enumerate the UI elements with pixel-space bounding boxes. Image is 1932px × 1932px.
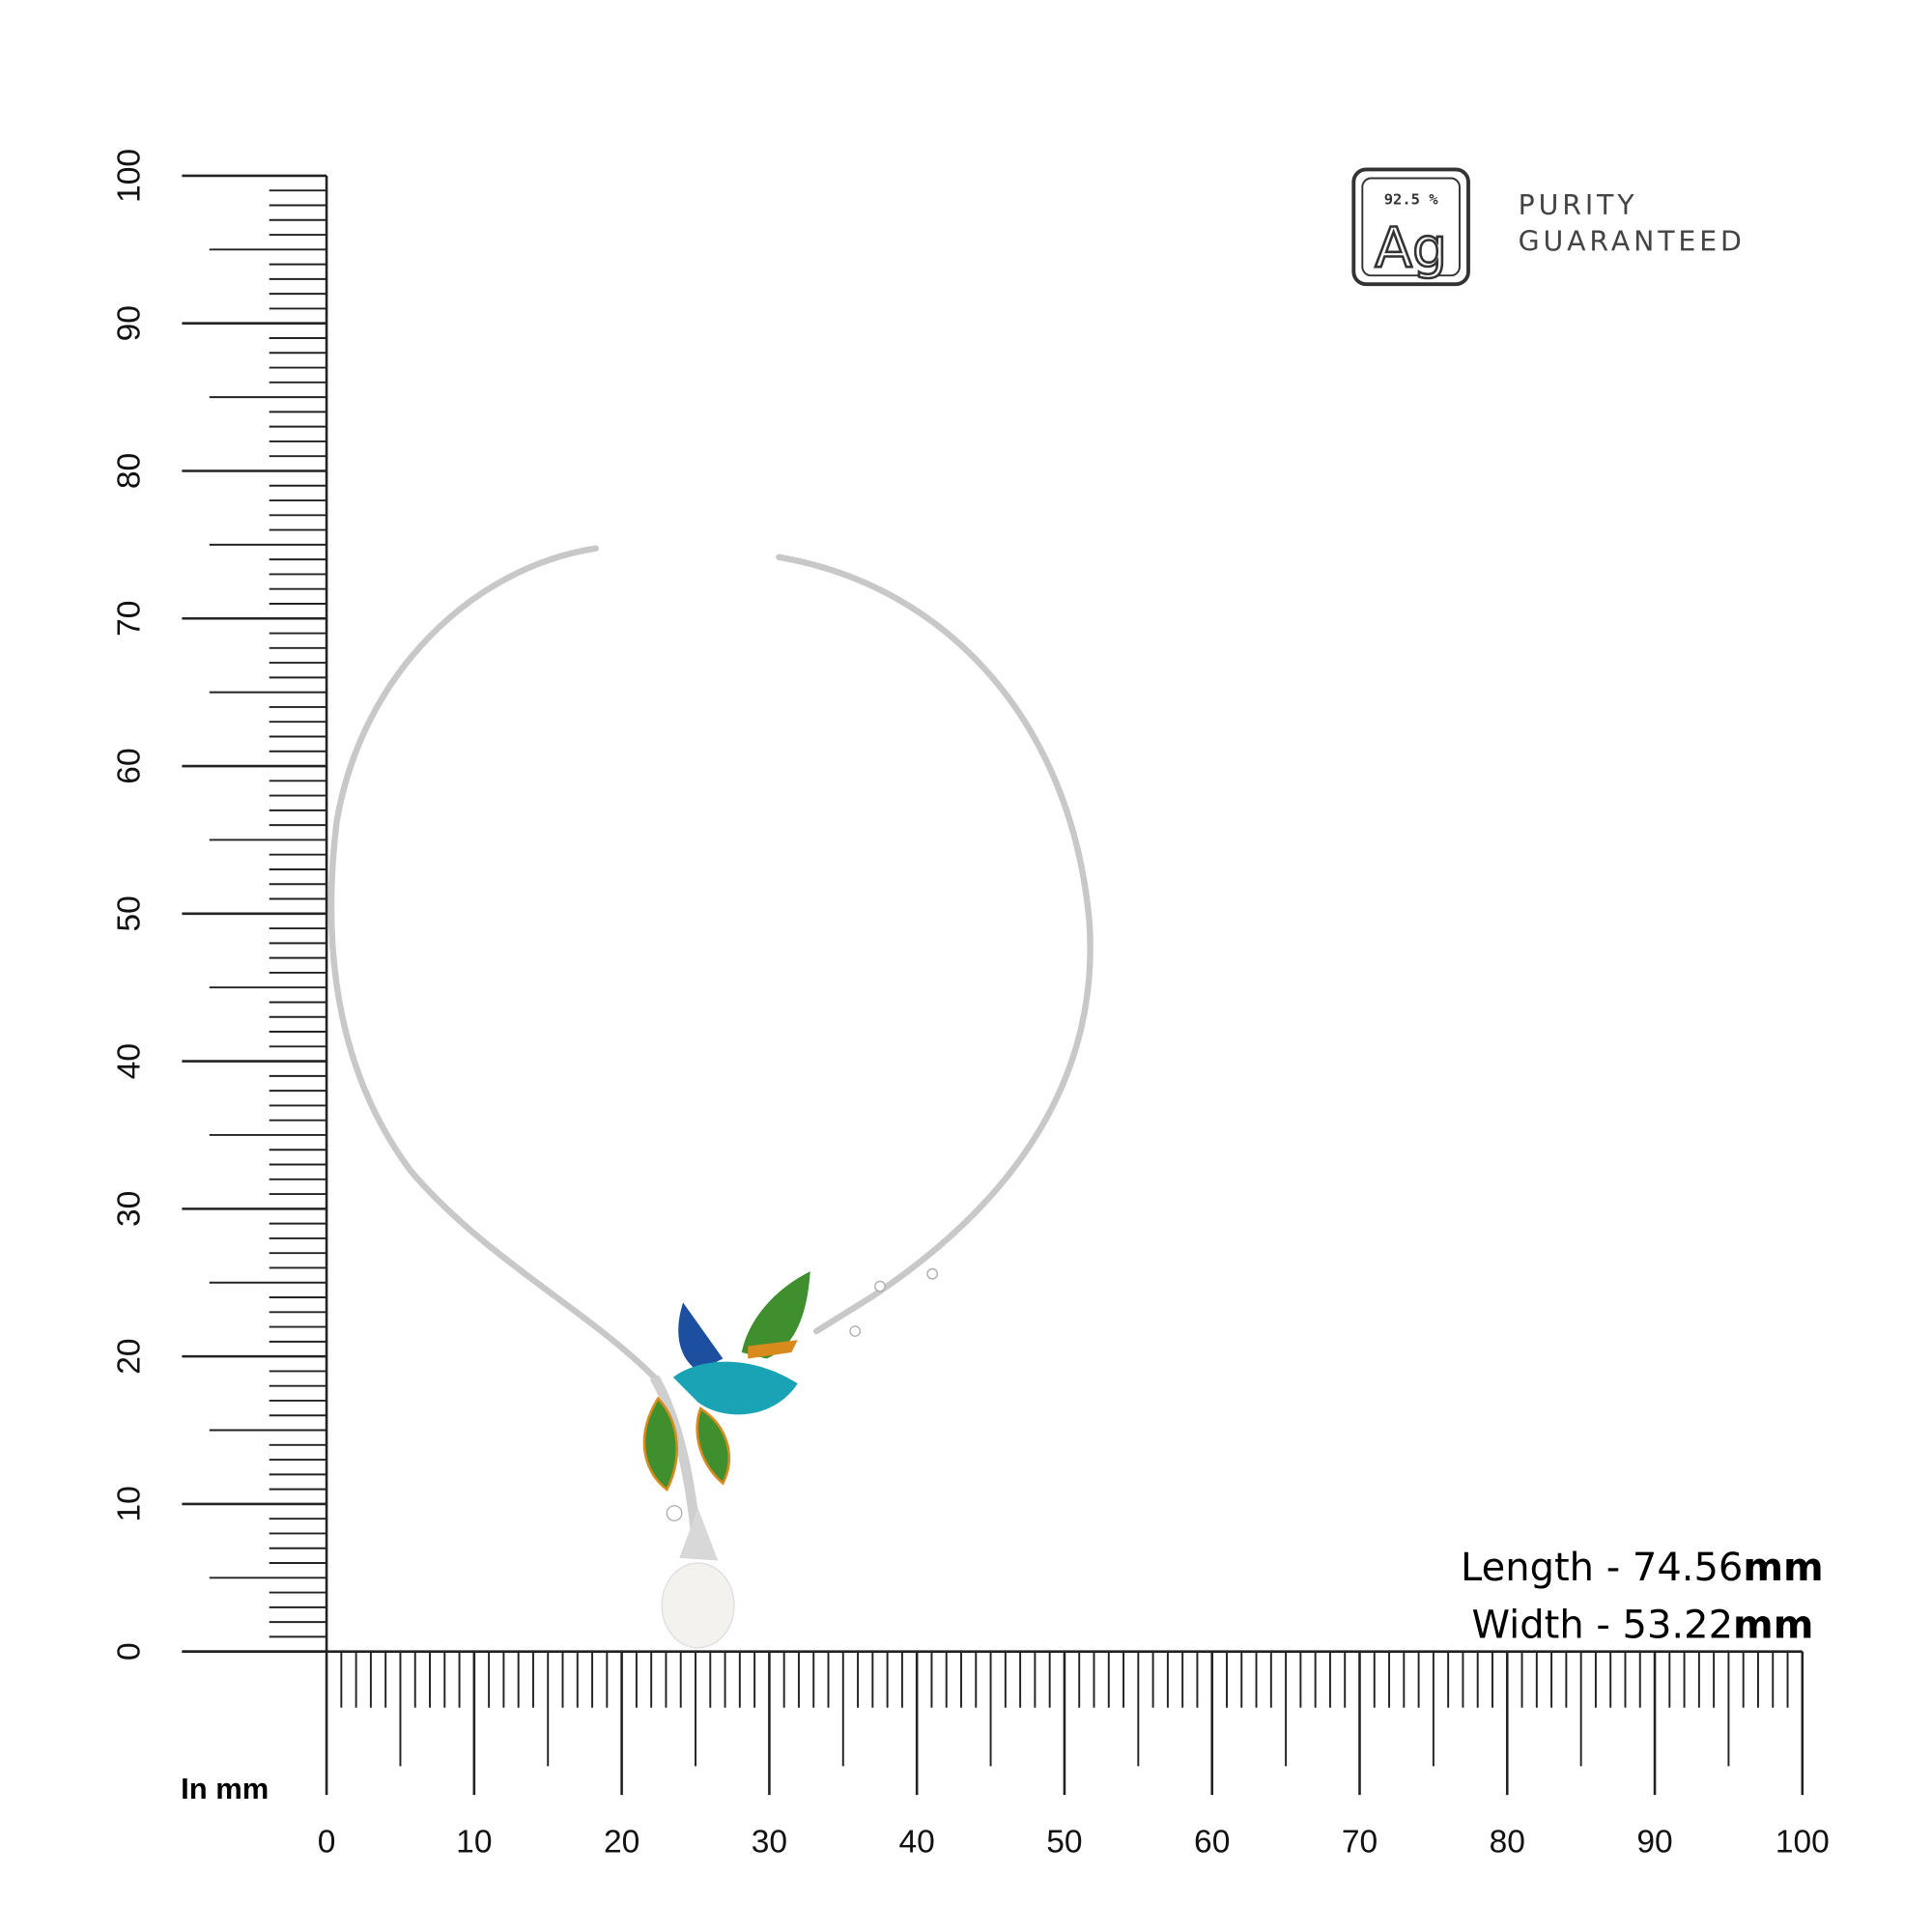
x-tick-label: 90 — [1636, 1824, 1672, 1860]
x-tick-label: 80 — [1490, 1824, 1525, 1860]
y-tick-label: 100 — [112, 149, 148, 203]
silver-symbol: Ag — [1375, 216, 1447, 280]
length-value: Length - 74.56 — [1461, 1546, 1743, 1590]
y-tick-label: 40 — [112, 1043, 148, 1079]
y-tick-label: 30 — [112, 1191, 148, 1227]
width-measurement: Width - 53.22mm — [1471, 1603, 1813, 1647]
x-tick-label: 0 — [318, 1824, 336, 1860]
length-unit: mm — [1743, 1546, 1823, 1590]
badge-line2: GUARANTEED — [1519, 225, 1746, 257]
horizontal-ruler — [182, 1650, 1804, 1796]
width-unit: mm — [1733, 1603, 1813, 1647]
y-tick-label: 90 — [112, 305, 148, 341]
x-tick-label: 20 — [604, 1824, 639, 1860]
y-tick-label: 80 — [112, 453, 148, 489]
y-tick-label: 70 — [112, 601, 148, 637]
x-tick-label: 40 — [899, 1824, 935, 1860]
badge-line1: PURITY — [1519, 189, 1638, 221]
y-tick-label: 10 — [112, 1486, 148, 1521]
width-value: Width - 53.22 — [1471, 1603, 1733, 1647]
length-measurement: Length - 74.56mm — [1461, 1546, 1824, 1590]
x-tick-label: 100 — [1776, 1824, 1830, 1860]
y-tick-label: 50 — [112, 895, 148, 931]
purity-badge: 92.5 % Ag PURITY GUARANTEED — [1351, 167, 1746, 287]
x-tick-label: 50 — [1046, 1824, 1082, 1860]
y-tick-label: 0 — [112, 1642, 148, 1661]
vertical-ruler — [182, 174, 328, 1653]
x-tick-label: 70 — [1342, 1824, 1378, 1860]
x-tick-label: 10 — [456, 1824, 492, 1860]
x-tick-label: 60 — [1194, 1824, 1230, 1860]
y-tick-label: 60 — [112, 748, 148, 783]
necklace — [327, 545, 1094, 1649]
unit-label: In mm — [181, 1772, 269, 1805]
x-tick-label: 30 — [752, 1824, 787, 1860]
y-tick-label: 20 — [112, 1338, 148, 1374]
purity-value: 92.5 % — [1384, 191, 1439, 209]
